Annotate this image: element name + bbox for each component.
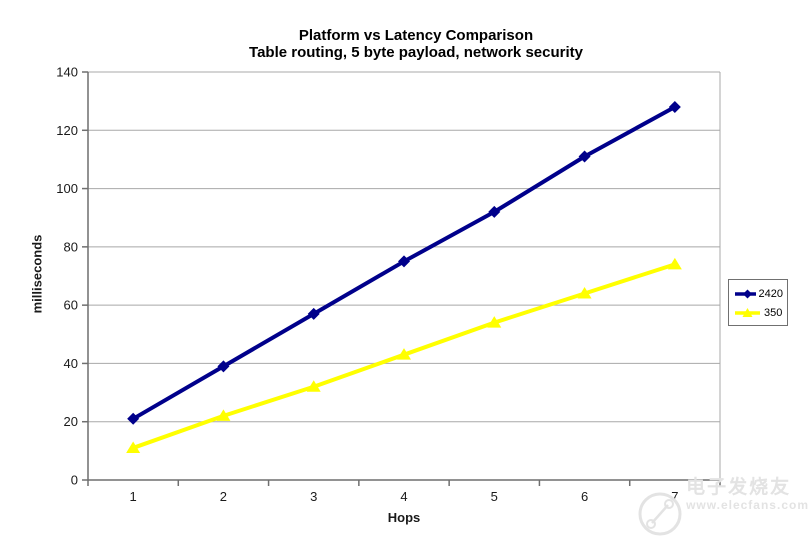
- marker-diamond-2420: [668, 100, 681, 113]
- legend-marker: [743, 289, 752, 298]
- legend-triangle-icon: [735, 307, 760, 317]
- x-tick-label: 1: [130, 489, 137, 504]
- x-tick-label: 4: [400, 489, 407, 504]
- x-axis-title: Hops: [387, 510, 421, 525]
- y-tick-label: 0: [71, 473, 78, 488]
- y-axis-title: milliseconds: [29, 234, 45, 314]
- elecfans-logo-icon: [638, 492, 682, 536]
- legend-label-350: 350: [764, 306, 783, 319]
- x-tick-label: 6: [581, 489, 588, 504]
- chart-title-line1: Platform vs Latency Comparison: [298, 27, 534, 44]
- marker-triangle-350: [577, 286, 592, 299]
- chart-title-line2: Table routing, 5 byte payload, network s…: [249, 44, 583, 61]
- y-tick-label: 120: [56, 123, 78, 138]
- x-tick-label: 2: [220, 489, 227, 504]
- legend-item-2420: 2420: [734, 284, 783, 303]
- marker-diamond-2420: [217, 360, 230, 373]
- y-tick-label: 80: [64, 239, 78, 254]
- y-tick-label: 40: [64, 356, 78, 371]
- chart-title: Platform vs Latency Comparison Table rou…: [26, 27, 806, 61]
- watermark-text: 电子发烧友 www.elecfans.com: [686, 477, 809, 513]
- marker-diamond-2420: [488, 205, 501, 218]
- watermark: 电子发烧友 www.elecfans.com: [638, 478, 809, 540]
- marker-triangle-350: [126, 441, 141, 453]
- watermark-text-cn: 电子发烧友: [686, 477, 792, 498]
- legend-marker: [742, 307, 753, 317]
- marker-triangle-350: [306, 380, 321, 392]
- legend-label-2420: 2420: [758, 287, 783, 300]
- marker-triangle-350: [667, 257, 682, 270]
- marker-triangle-350: [216, 409, 231, 421]
- y-tick-label: 140: [56, 65, 78, 80]
- marker-triangle-350: [487, 316, 502, 328]
- marker-triangle-350: [397, 348, 411, 360]
- marker-diamond-2420: [398, 255, 410, 268]
- legend-item-350: 350: [734, 303, 783, 322]
- x-tick-label: 5: [491, 489, 498, 504]
- watermark-text-url: www.elecfans.com: [686, 498, 809, 512]
- marker-diamond-2420: [127, 412, 140, 425]
- legend: 2420 350: [728, 279, 788, 326]
- legend-diamond-icon: [735, 289, 756, 298]
- marker-diamond-2420: [578, 150, 591, 163]
- x-tick-label: 7: [671, 489, 678, 504]
- y-tick-label: 20: [64, 414, 78, 429]
- x-tick-label: 3: [310, 489, 317, 504]
- y-tick-label: 60: [64, 298, 78, 313]
- marker-diamond-2420: [307, 307, 320, 320]
- y-tick-label: 100: [56, 181, 78, 196]
